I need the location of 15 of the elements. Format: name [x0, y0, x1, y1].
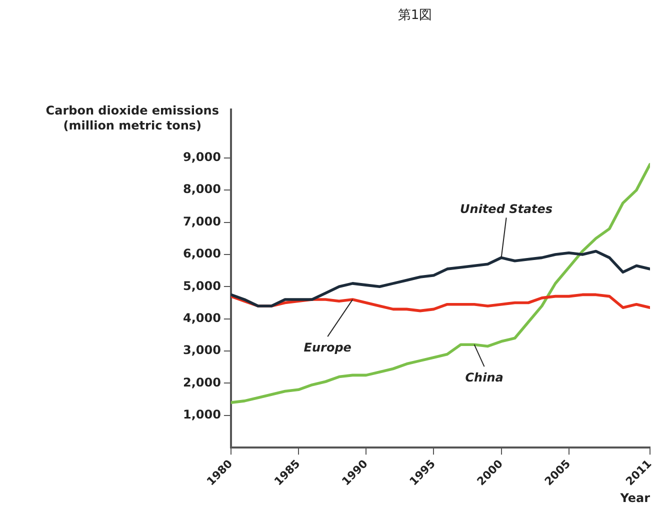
y-tick-label: 8,000 — [182, 182, 221, 196]
y-tick-label: 3,000 — [182, 343, 221, 358]
y-axis-title: Carbon dioxide emissions (million metric tons) — [46, 104, 219, 133]
text: United States — [460, 202, 553, 216]
y-tick-label: 6,000 — [182, 246, 221, 261]
y-tick-label: 5,000 — [182, 278, 221, 293]
y-tick-label: 2,000 — [182, 375, 221, 390]
y-tick-label: 9,000 — [182, 150, 221, 164]
text: Europe — [304, 340, 352, 355]
y-tick-label: 7,000 — [182, 214, 221, 228]
series-label: China — [465, 370, 504, 385]
chart-title: 第1図 — [398, 8, 432, 24]
x-axis-title: Year — [619, 490, 650, 505]
y-tick-label: 1,000 — [182, 408, 221, 422]
y-tick-label: 4,000 — [182, 310, 221, 325]
